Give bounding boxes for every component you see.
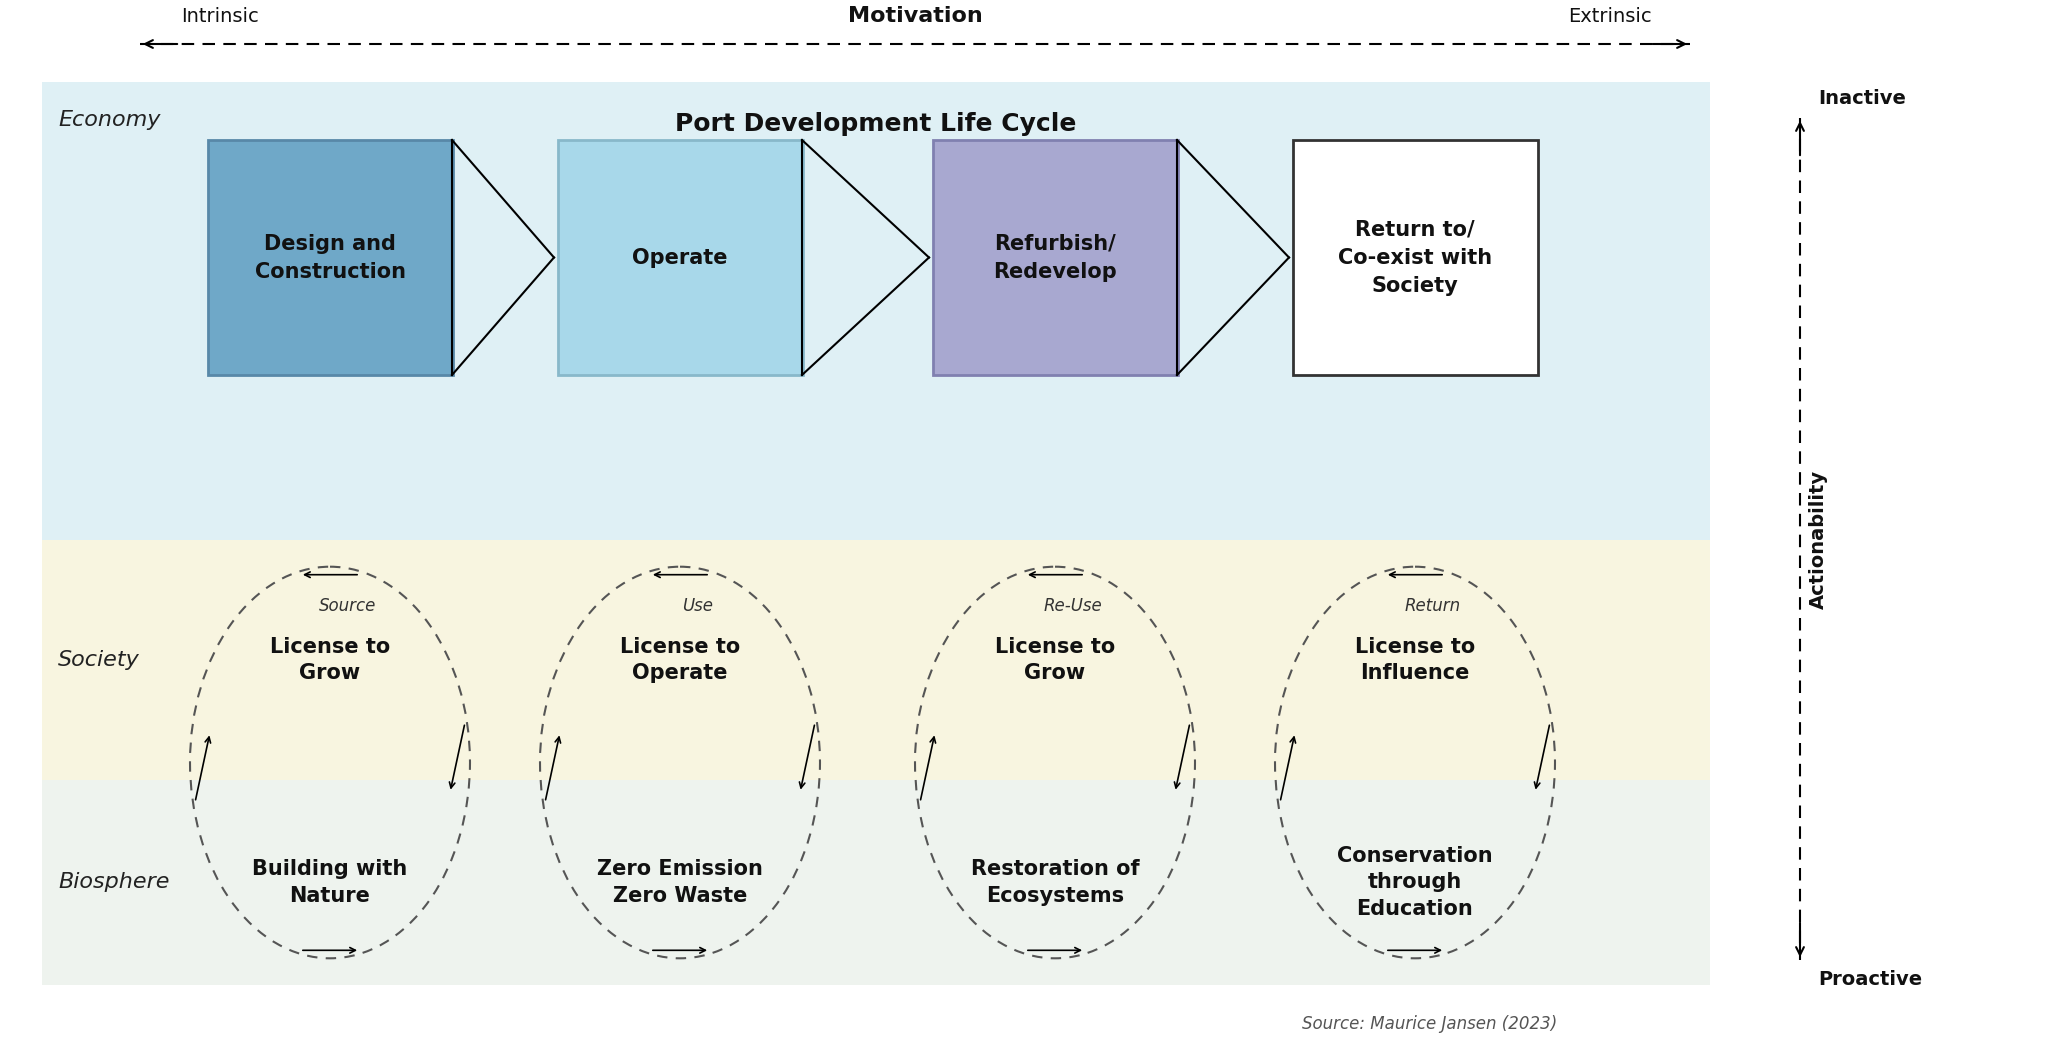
- Text: Motivation: Motivation: [848, 6, 983, 26]
- Text: Conservation
through
Education: Conservation through Education: [1337, 846, 1493, 919]
- Text: Refurbish/
Redevelop: Refurbish/ Redevelop: [993, 233, 1116, 282]
- Text: Proactive: Proactive: [1819, 970, 1923, 989]
- FancyBboxPatch shape: [43, 82, 1710, 540]
- Text: Source: Maurice Jansen (2023): Source: Maurice Jansen (2023): [1303, 1015, 1559, 1033]
- FancyBboxPatch shape: [934, 140, 1178, 375]
- Text: License to
Grow: License to Grow: [270, 637, 389, 683]
- Text: Building with
Nature: Building with Nature: [252, 860, 408, 906]
- Text: Zero Emission
Zero Waste: Zero Emission Zero Waste: [598, 860, 764, 906]
- Text: Biosphere: Biosphere: [57, 872, 170, 892]
- FancyBboxPatch shape: [43, 780, 1710, 985]
- Text: Extrinsic: Extrinsic: [1569, 7, 1653, 26]
- Text: Restoration of
Ecosystems: Restoration of Ecosystems: [971, 860, 1139, 906]
- Text: Return: Return: [1405, 597, 1460, 615]
- Text: Source: Source: [319, 597, 377, 615]
- Text: Use: Use: [682, 597, 713, 615]
- FancyBboxPatch shape: [209, 140, 453, 375]
- Text: Operate: Operate: [633, 247, 727, 268]
- Text: Re-Use: Re-Use: [1044, 597, 1102, 615]
- FancyBboxPatch shape: [557, 140, 803, 375]
- Text: License to
Influence: License to Influence: [1356, 637, 1475, 683]
- Text: Economy: Economy: [57, 110, 160, 130]
- Text: Actionability: Actionability: [1808, 470, 1827, 609]
- Text: Inactive: Inactive: [1819, 89, 1907, 108]
- FancyBboxPatch shape: [43, 540, 1710, 780]
- Text: Intrinsic: Intrinsic: [180, 7, 258, 26]
- Text: License to
Operate: License to Operate: [621, 637, 739, 683]
- Text: Port Development Life Cycle: Port Development Life Cycle: [676, 112, 1077, 136]
- Text: Design and
Construction: Design and Construction: [254, 233, 406, 282]
- FancyBboxPatch shape: [1292, 140, 1538, 375]
- Text: Return to/
Co-exist with
Society: Return to/ Co-exist with Society: [1337, 220, 1493, 295]
- Text: Society: Society: [57, 650, 139, 669]
- Text: License to
Grow: License to Grow: [995, 637, 1114, 683]
